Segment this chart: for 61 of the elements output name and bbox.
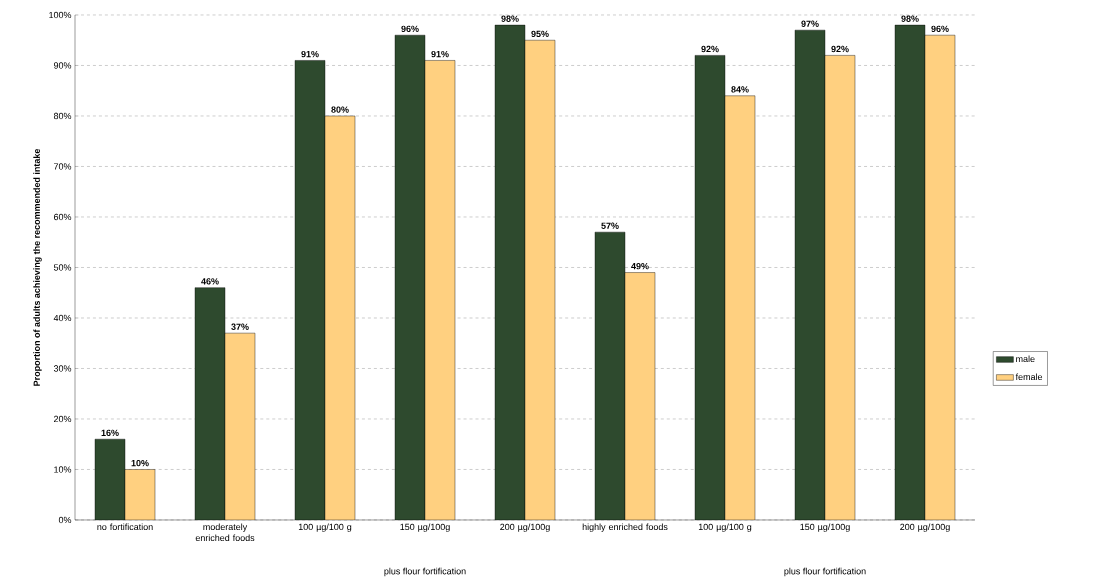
bar	[595, 232, 625, 520]
bar	[395, 35, 426, 520]
bar	[625, 272, 655, 520]
data-label: 91%	[431, 50, 449, 58]
bar	[95, 439, 126, 520]
y-tick-label: 20%	[54, 415, 72, 423]
y-tick-label: 40%	[53, 314, 72, 322]
data-label: 57%	[601, 222, 619, 229]
y-tick-label: 60%	[54, 213, 72, 221]
bar	[695, 55, 725, 520]
data-label: 96%	[931, 25, 949, 32]
x-tick-label: 100 µg/100 g	[698, 523, 752, 532]
y-tick-label: 90%	[53, 62, 72, 69]
data-label: 16%	[101, 429, 119, 436]
y-tick-label: 80%	[53, 112, 72, 120]
text: plus flour fortification	[784, 567, 866, 577]
x-tick-label: 150 µg/100g	[400, 523, 450, 532]
data-label: 37%	[231, 323, 249, 330]
legend-label: male	[1016, 355, 1035, 363]
data-label: 92%	[701, 45, 719, 53]
bar	[924, 34, 956, 520]
text: plus flour fortification	[384, 567, 466, 577]
bar	[795, 30, 825, 520]
x-tick-label: 100 µg/100 g	[298, 523, 352, 532]
data-label: 91%	[301, 50, 319, 58]
data-label: 46%	[201, 278, 219, 285]
bar	[295, 60, 326, 520]
data-label: 96%	[401, 25, 419, 32]
bar	[825, 55, 855, 520]
bar	[125, 469, 156, 520]
data-label: 80%	[331, 106, 349, 113]
bar	[725, 95, 755, 520]
y-axis-title: Proportion of adults achieving the recommended intake	[33, 148, 42, 386]
y-tick-label: 100%	[49, 11, 72, 19]
bar	[894, 24, 926, 520]
data-label: 97%	[801, 20, 819, 27]
bar	[195, 287, 226, 520]
bar	[425, 60, 456, 520]
y-tick-label: 70%	[54, 163, 72, 170]
bar	[225, 333, 256, 520]
data-label: 98%	[501, 15, 519, 22]
y-tick-label: 10%	[54, 466, 72, 473]
data-label: 98%	[901, 15, 919, 22]
data-label: 49%	[631, 262, 649, 270]
bar	[325, 115, 356, 520]
y-tick-label: 0%	[58, 516, 72, 524]
x-tick-label: 200 µg/100g	[900, 523, 950, 532]
x-tick-label: moderately enriched foods	[195, 523, 255, 542]
bar	[525, 40, 555, 520]
x-tick-label: no fortification	[97, 523, 153, 531]
x-tick-label: 150 µg/100g	[800, 523, 850, 532]
data-label: 92%	[831, 45, 849, 53]
legend-label: female	[1015, 373, 1043, 381]
x-tick-label: highly enriched foods	[582, 523, 668, 532]
data-label: 10%	[131, 459, 149, 467]
y-tick-label: 50%	[53, 264, 72, 271]
x-tick-label: 200 µg/100g	[500, 523, 550, 532]
data-label: 95%	[531, 30, 549, 38]
bar	[495, 25, 526, 520]
data-label: 84%	[731, 86, 749, 93]
y-tick-label: 30%	[53, 365, 72, 372]
